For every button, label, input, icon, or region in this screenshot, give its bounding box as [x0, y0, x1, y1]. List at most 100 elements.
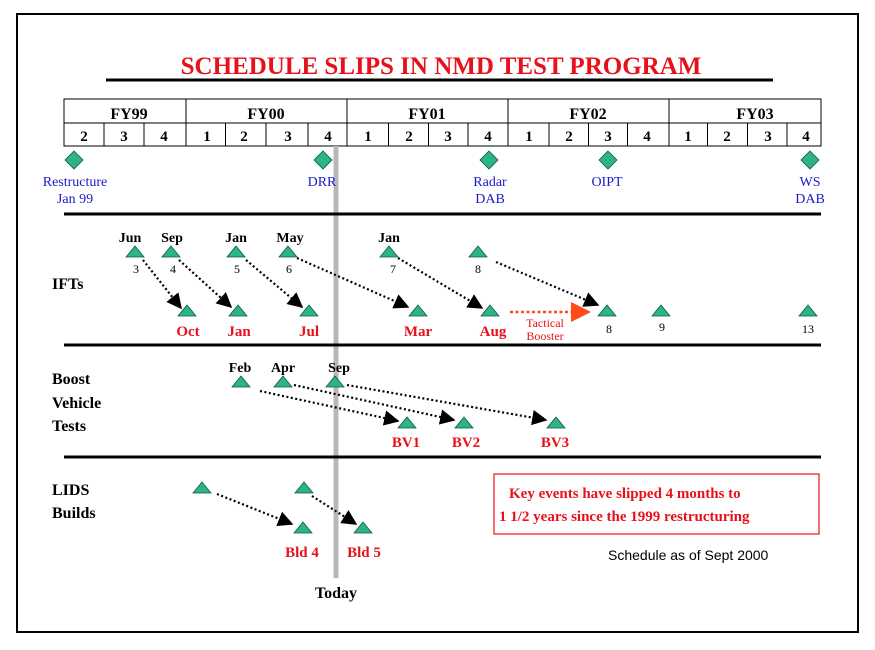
planned-number: 6: [286, 262, 292, 276]
milestone-label: DAB: [475, 192, 505, 207]
schedule-note: Schedule as of Sept 2000: [608, 547, 769, 563]
actual-month: Jul: [299, 324, 319, 340]
actual-triangle: [480, 304, 500, 317]
actual-triangle: [397, 416, 417, 429]
milestone-diamond: [313, 150, 333, 170]
actual-label: Bld 5: [347, 545, 381, 561]
quarter-label: 2: [240, 129, 248, 145]
quarter-label: 1: [525, 129, 533, 145]
milestone-label: DRR: [308, 175, 337, 190]
quarter-label: 2: [723, 129, 731, 145]
planned-triangle: [161, 245, 181, 258]
planned-number: 8: [475, 262, 481, 276]
planned-number: 5: [234, 262, 240, 276]
actual-triangle: [651, 304, 671, 317]
slip-arrow: [293, 383, 456, 425]
planned-month: Jan: [225, 231, 247, 246]
key-events-box: Key events have slipped 4 months to 1 1/…: [493, 473, 820, 535]
actual-triangle: [228, 304, 248, 317]
milestone-diamond: [479, 150, 499, 170]
planned-triangle: [468, 245, 488, 258]
actual-label: BV1: [392, 435, 420, 451]
milestone-diamond: [64, 150, 84, 170]
actual-triangle: [293, 521, 313, 534]
actual-number: 8: [606, 322, 612, 336]
fy-label: FY02: [569, 106, 606, 123]
planned-triangle: [226, 245, 246, 258]
ifts-section: IFTs Jun Sep Jan May Jan 3 4 5 6 7 8: [52, 231, 818, 343]
slip-arrow: [397, 257, 484, 309]
planned-month: Sep: [161, 231, 183, 246]
planned-month: Feb: [229, 361, 252, 376]
today-label: Today: [315, 585, 357, 602]
actual-triangle: [408, 304, 428, 317]
milestone-diamond: [800, 150, 820, 170]
actual-triangle: [546, 416, 566, 429]
actual-triangle: [798, 304, 818, 317]
slip-arrow: [259, 389, 400, 426]
planned-triangle: [325, 375, 345, 388]
slip-arrow: [346, 383, 548, 426]
lids-label: LIDS: [52, 482, 89, 499]
quarter-label: 3: [284, 129, 292, 145]
fy-label: FY03: [736, 106, 773, 123]
quarter-label: 3: [120, 129, 128, 145]
tactical-label: Tactical: [526, 316, 564, 330]
quarter-label: 1: [684, 129, 692, 145]
quarter-label: 3: [444, 129, 452, 145]
boost-label: Boost: [52, 371, 91, 388]
milestone-label: OIPT: [591, 175, 623, 190]
boost-label: Tests: [52, 418, 86, 435]
actual-triangle: [454, 416, 474, 429]
planned-month: Apr: [271, 361, 295, 376]
milestone-label: WS: [800, 175, 821, 190]
planned-month: Sep: [328, 361, 350, 376]
planned-triangle: [273, 375, 293, 388]
quarter-label: 4: [643, 129, 651, 145]
milestone-label: Jan 99: [57, 192, 93, 207]
actual-triangle: [597, 304, 617, 317]
planned-triangle: [192, 481, 212, 494]
milestones: Restructure Jan 99 DRR Radar DAB OIPT WS…: [43, 150, 825, 207]
planned-triangle: [379, 245, 399, 258]
actual-label: BV3: [541, 435, 569, 451]
fy-label: FY99: [110, 106, 147, 123]
planned-triangle: [294, 481, 314, 494]
page-title: SCHEDULE SLIPS IN NMD TEST PROGRAM: [181, 53, 702, 80]
tactical-label: Booster: [526, 329, 563, 343]
boost-label: Vehicle: [52, 395, 101, 412]
planned-number: 7: [390, 262, 396, 276]
quarter-label: 3: [764, 129, 772, 145]
boost-section: Boost Vehicle Tests Feb Apr Sep BV1 BV2 …: [52, 361, 569, 451]
slip-arrow: [142, 259, 182, 310]
milestone-label: Restructure: [43, 175, 108, 190]
planned-triangle: [231, 375, 251, 388]
actual-month: Jan: [227, 324, 251, 340]
slip-arrow: [245, 259, 304, 308]
fy-label: FY00: [247, 106, 284, 123]
lids-label: Builds: [52, 505, 96, 522]
quarter-label: 2: [565, 129, 573, 145]
quarter-label: 2: [405, 129, 413, 145]
actual-month: Aug: [480, 324, 507, 340]
actual-triangle: [299, 304, 319, 317]
quarter-label: 4: [324, 129, 332, 145]
fy-label: FY01: [408, 106, 445, 123]
planned-month: Jan: [378, 231, 400, 246]
actual-label: BV2: [452, 435, 480, 451]
quarter-label: 3: [604, 129, 612, 145]
milestone-label: DAB: [795, 192, 825, 207]
actual-month: Oct: [176, 324, 199, 340]
milestone-diamond: [598, 150, 618, 170]
quarter-label: 4: [160, 129, 168, 145]
actual-triangle: [177, 304, 197, 317]
quarter-label: 4: [802, 129, 810, 145]
quarter-label: 1: [364, 129, 372, 145]
key-events-text: 1 1/2 years since the 1999 restructuring: [499, 509, 750, 525]
quarter-label: 4: [484, 129, 492, 145]
planned-number: 3: [133, 262, 139, 276]
actual-number: 13: [802, 322, 814, 336]
milestone-label: Radar: [473, 175, 507, 190]
fiscal-year-header: FY99 FY00 FY01 FY02 FY03 2 3 4 1 2 3 4 1 2 3 4 1 2 3 4…: [63, 98, 822, 147]
